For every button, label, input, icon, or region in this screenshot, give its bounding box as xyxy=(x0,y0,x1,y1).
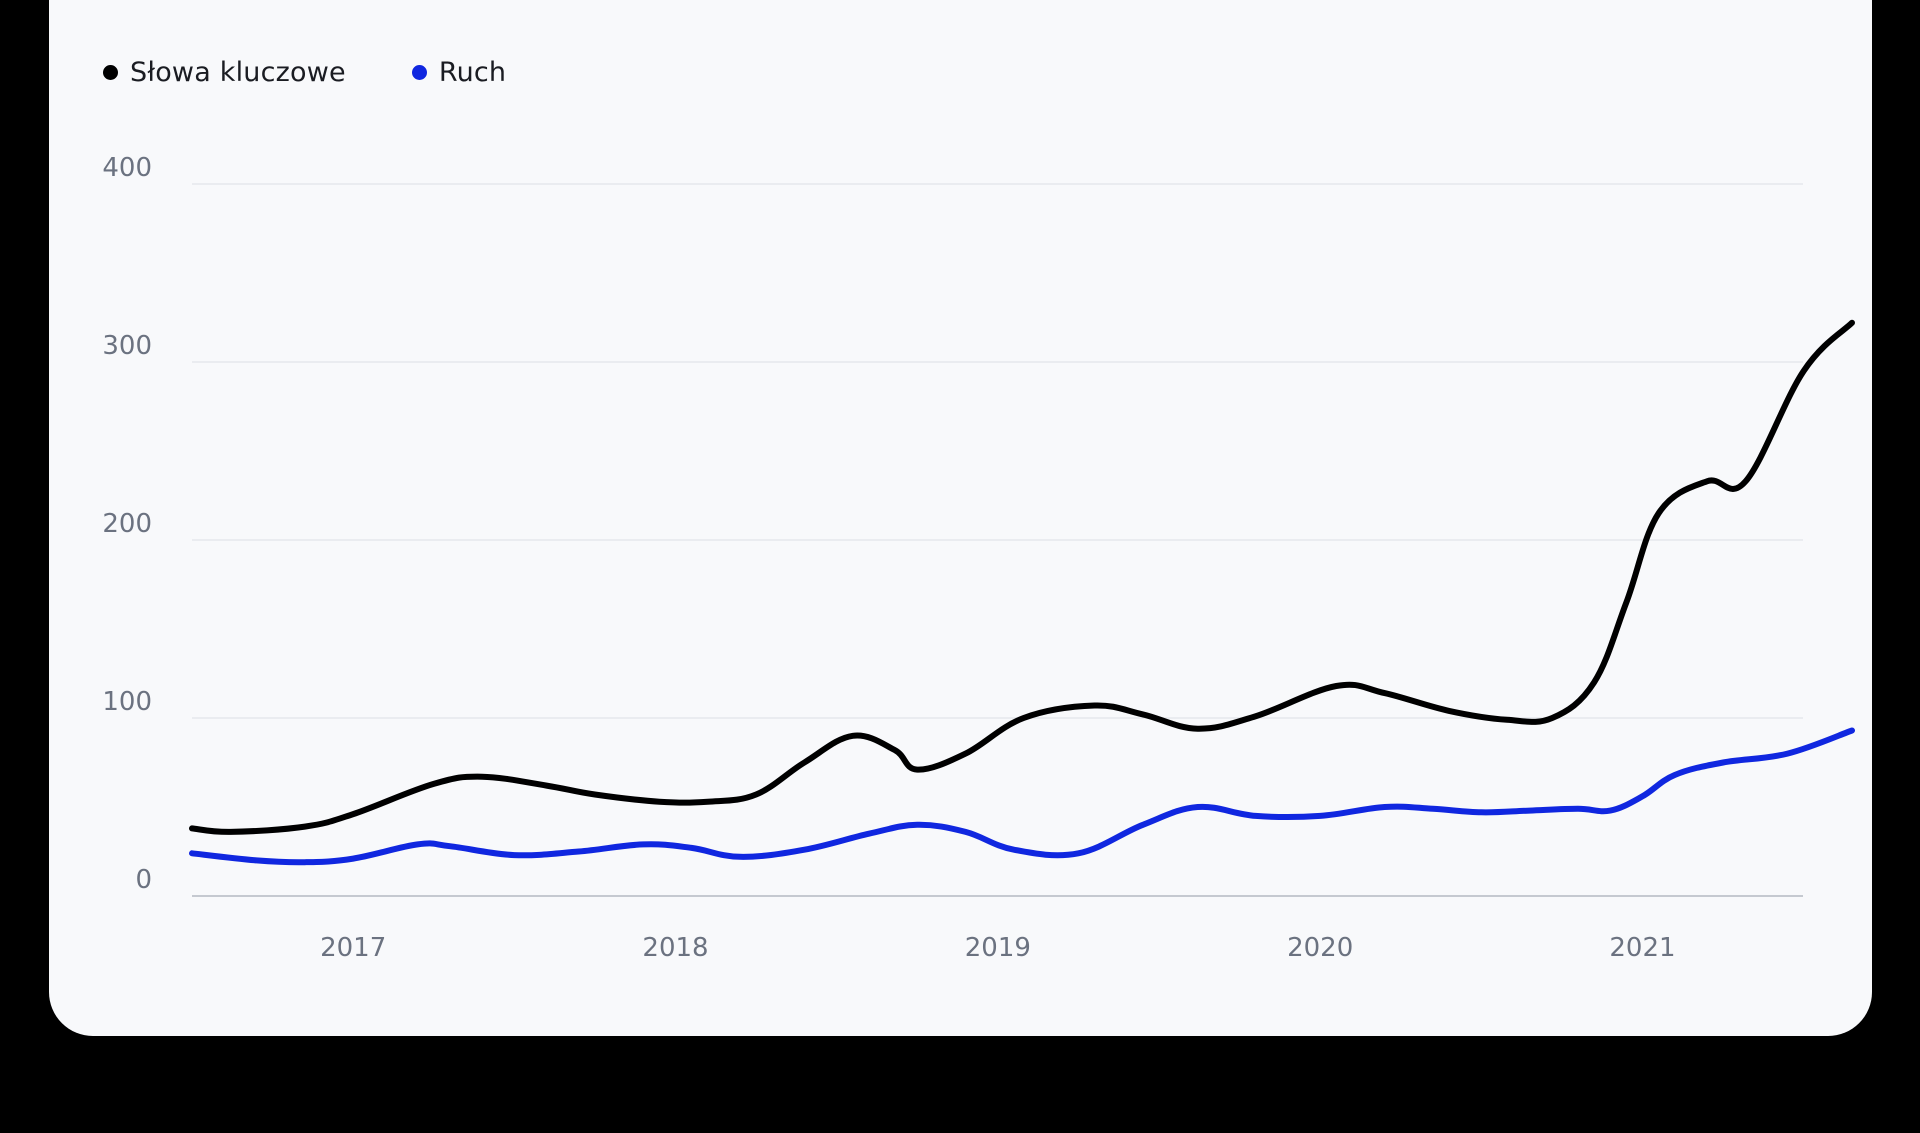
series-line-traffic xyxy=(189,727,1855,866)
grid-lines xyxy=(192,183,1803,897)
legend: Słowa kluczowe Ruch xyxy=(103,52,572,92)
y-tick-label: 300 xyxy=(102,331,152,361)
series-lines xyxy=(189,319,1855,866)
y-tick-label: 400 xyxy=(102,153,152,183)
legend-marker-keywords xyxy=(103,64,118,80)
legend-label-traffic: Ruch xyxy=(438,56,507,88)
chart-card: Słowa kluczowe Ruch 0 100 200 300 400 2017 20… xyxy=(49,0,1872,1036)
x-axis-tick-labels: 2017 2018 2019 2020 2021 xyxy=(320,933,1675,963)
legend-marker-traffic xyxy=(411,64,427,80)
y-tick-label: 0 xyxy=(135,865,152,895)
x-tick-label: 2021 xyxy=(1609,933,1675,963)
y-tick-label: 100 xyxy=(102,687,152,717)
x-tick-label: 2017 xyxy=(320,933,386,963)
y-axis-tick-labels: 0 100 200 300 400 xyxy=(102,153,152,895)
series-line-keywords xyxy=(189,319,1855,835)
y-tick-label: 200 xyxy=(102,509,152,539)
x-tick-label: 2020 xyxy=(1287,933,1353,963)
x-tick-label: 2018 xyxy=(642,933,708,963)
legend-label-keywords: Słowa kluczowe xyxy=(130,56,346,88)
line-chart: 0 100 200 300 400 2017 2018 2019 2020 2021 xyxy=(102,153,1855,963)
x-tick-label: 2019 xyxy=(965,933,1031,963)
legend-item-keywords[interactable]: Słowa kluczowe xyxy=(103,57,346,88)
legend-item-traffic[interactable]: Ruch xyxy=(411,56,507,88)
